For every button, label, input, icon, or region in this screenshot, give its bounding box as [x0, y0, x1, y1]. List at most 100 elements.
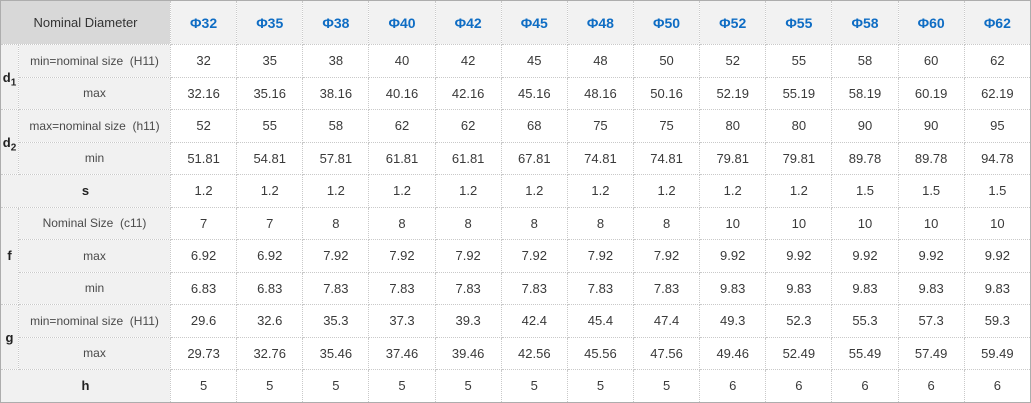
value-cell: 58: [831, 44, 899, 78]
value-cell: 1.2: [765, 174, 833, 208]
diameter-header: Φ52: [699, 0, 767, 45]
value-cell: 5: [434, 369, 502, 403]
value-cell: 8: [302, 206, 370, 240]
row-d1-min: d1 min=nominal size (H11) 32 35 38 40 42…: [0, 44, 1031, 110]
row-label-s: s: [0, 174, 172, 208]
value-cell: 1.2: [302, 174, 370, 208]
value-cell: 90: [831, 109, 899, 143]
value-cell: 32.16: [170, 76, 238, 110]
row-h: h 5 5 5 5 5 5 5 5 6 6 6 6 6: [0, 369, 1031, 403]
row-group-d1: d1: [0, 44, 19, 110]
value-cell: 47.4: [632, 304, 701, 338]
value-cell: 1.2: [170, 174, 238, 208]
diameter-header: Φ62: [963, 0, 1031, 45]
diameter-header: Φ38: [302, 0, 370, 45]
value-cell: 8: [500, 206, 568, 240]
value-cell: 29.73: [170, 336, 238, 370]
value-cell: 67.81: [500, 141, 568, 175]
value-cell: 1.2: [368, 174, 436, 208]
value-cell: 5: [566, 369, 635, 403]
row-label: min=nominal size (H11): [17, 44, 172, 78]
value-cell: 9.83: [831, 271, 899, 305]
value-cell: 8: [566, 206, 635, 240]
value-cell: 29.6: [170, 304, 238, 338]
value-cell: 9.92: [897, 239, 965, 273]
diameter-header: Φ60: [897, 0, 965, 45]
value-cell: 35: [236, 44, 304, 78]
value-cell: 54.81: [236, 141, 304, 175]
value-cell: 9.83: [963, 271, 1031, 305]
value-cell: 89.78: [897, 141, 965, 175]
value-cell: 52: [699, 44, 767, 78]
diameter-header: Φ32: [170, 0, 238, 45]
value-cell: 9.83: [699, 271, 767, 305]
row-g-min: g min=nominal size (H11) 29.6 32.6 35.3 …: [0, 304, 1031, 370]
value-cell: 40.16: [368, 76, 436, 110]
value-cell: 1.5: [963, 174, 1031, 208]
value-cell: 39.3: [434, 304, 502, 338]
value-cell: 7.92: [500, 239, 568, 273]
value-cell: 45.4: [566, 304, 635, 338]
value-cell: 62: [963, 44, 1031, 78]
value-cell: 55: [236, 109, 304, 143]
value-cell: 58.19: [831, 76, 899, 110]
row-d1-max: max 32.16 35.16 38.16 40.16 42.16 45.16 …: [1, 76, 1031, 110]
value-cell: 50.16: [632, 76, 701, 110]
header-row: Nominal Diameter Φ32 Φ35 Φ38 Φ40 Φ42 Φ45…: [0, 0, 1031, 45]
diameter-header: Φ40: [368, 0, 436, 45]
row-label: Nominal Size (c11): [17, 206, 172, 240]
value-cell: 55.3: [831, 304, 899, 338]
value-cell: 9.92: [963, 239, 1031, 273]
value-cell: 5: [302, 369, 370, 403]
value-cell: 8: [632, 206, 701, 240]
value-cell: 10: [699, 206, 767, 240]
value-cell: 39.46: [434, 336, 502, 370]
row-s: s 1.2 1.2 1.2 1.2 1.2 1.2 1.2 1.2 1.2 1.…: [0, 174, 1031, 208]
diameter-header: Φ45: [500, 0, 568, 45]
value-cell: 32.76: [236, 336, 304, 370]
value-cell: 62: [434, 109, 502, 143]
value-cell: 32: [170, 44, 238, 78]
value-cell: 62: [368, 109, 436, 143]
value-cell: 60.19: [897, 76, 965, 110]
value-cell: 5: [632, 369, 701, 403]
value-cell: 8: [368, 206, 436, 240]
diameter-header: Φ42: [434, 0, 502, 45]
value-cell: 59.3: [963, 304, 1031, 338]
value-cell: 9.92: [699, 239, 767, 273]
value-cell: 74.81: [566, 141, 635, 175]
row-g-max: max 29.73 32.76 35.46 37.46 39.46 42.56 …: [1, 336, 1031, 370]
value-cell: 42.16: [434, 76, 502, 110]
value-cell: 10: [963, 206, 1031, 240]
row-label-h: h: [0, 369, 172, 403]
value-cell: 45.56: [566, 336, 635, 370]
value-cell: 61.81: [434, 141, 502, 175]
value-cell: 6.83: [170, 271, 238, 305]
diameter-header: Φ48: [566, 0, 635, 45]
row-label: max: [17, 239, 172, 273]
row-group-f: f: [0, 206, 19, 305]
value-cell: 6.83: [236, 271, 304, 305]
value-cell: 55.49: [831, 336, 899, 370]
row-group-g: g: [0, 304, 19, 370]
row-d2-min: min 51.81 54.81 57.81 61.81 61.81 67.81 …: [1, 141, 1031, 175]
value-cell: 52.49: [765, 336, 833, 370]
row-label: min: [17, 271, 172, 305]
value-cell: 6: [831, 369, 899, 403]
value-cell: 6: [963, 369, 1031, 403]
value-cell: 5: [170, 369, 238, 403]
value-cell: 80: [699, 109, 767, 143]
value-cell: 75: [566, 109, 635, 143]
value-cell: 57.3: [897, 304, 965, 338]
value-cell: 6.92: [170, 239, 238, 273]
value-cell: 61.81: [368, 141, 436, 175]
row-label: max=nominal size (h11): [17, 109, 172, 143]
value-cell: 52.3: [765, 304, 833, 338]
value-cell: 42: [434, 44, 502, 78]
value-cell: 45: [500, 44, 568, 78]
value-cell: 1.5: [831, 174, 899, 208]
diameter-header: Φ35: [236, 0, 304, 45]
value-cell: 75: [632, 109, 701, 143]
value-cell: 42.4: [500, 304, 568, 338]
